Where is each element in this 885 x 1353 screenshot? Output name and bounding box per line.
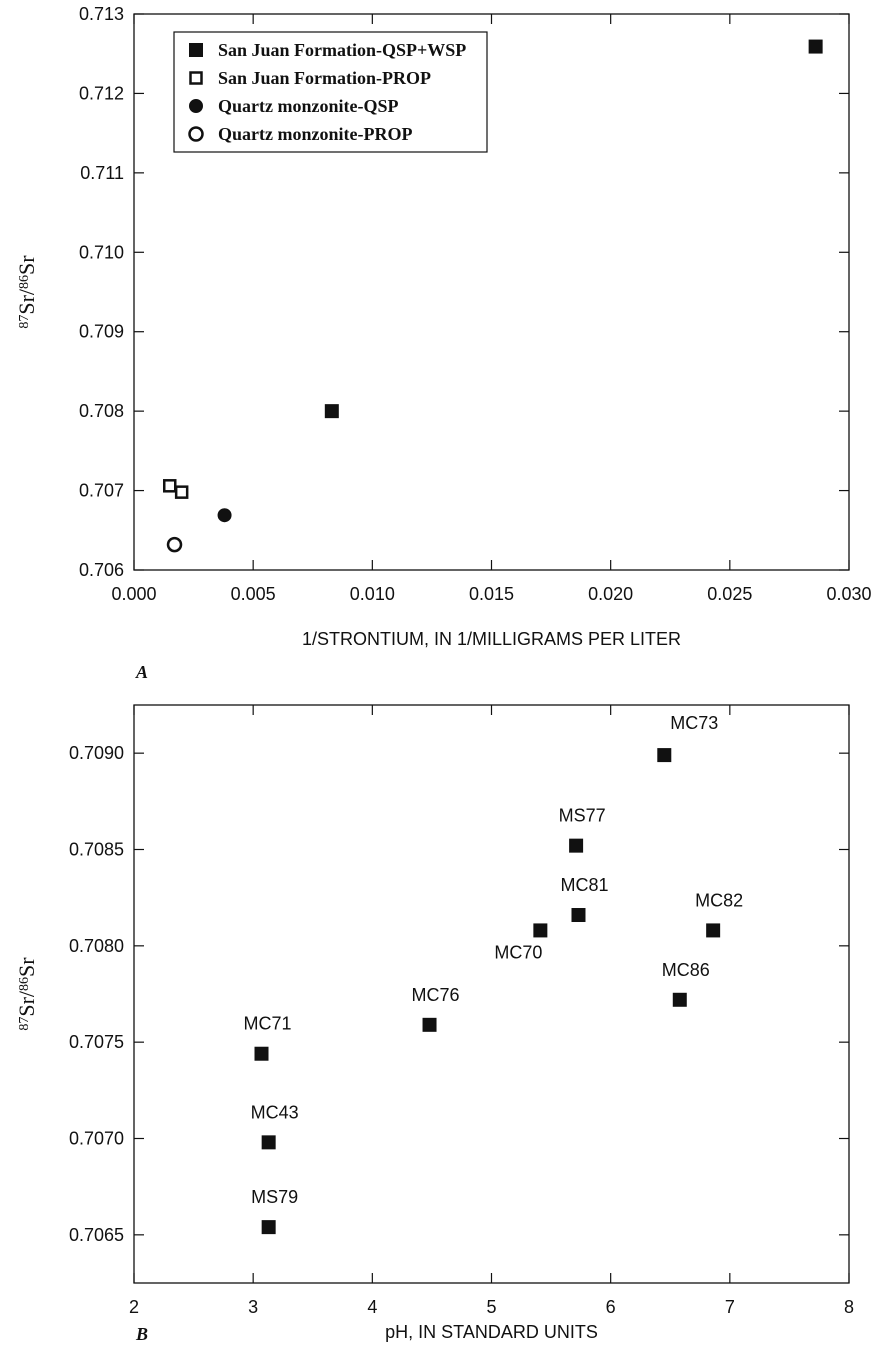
point (166, 536, 183, 553)
point (261, 1135, 276, 1150)
legend-label: Quartz monzonite-PROP (218, 124, 412, 144)
y-tick-label: 0.710 (79, 242, 124, 262)
point-label: MC73 (670, 713, 718, 733)
x-tick-label: 0.030 (826, 584, 871, 604)
point (261, 1220, 276, 1235)
x-tick-label: 0.015 (469, 584, 514, 604)
point-label: MC70 (494, 942, 542, 962)
y-tick-label: 0.7085 (69, 840, 124, 860)
x-tick-label: 2 (129, 1297, 139, 1317)
point-label: MC76 (412, 985, 460, 1005)
point-label: MC86 (662, 960, 710, 980)
point (422, 1017, 437, 1032)
panel-letter: B (135, 1324, 148, 1344)
y-tick-label: 0.707 (79, 481, 124, 501)
y-tick-label: 0.7070 (69, 1129, 124, 1149)
y-tick-label: 0.712 (79, 83, 124, 103)
x-axis-label: 1/STRONTIUM, IN 1/MILLIGRAMS PER LITER (302, 629, 681, 649)
point (706, 923, 721, 938)
y-axis-label-part: 86 (17, 977, 32, 991)
x-tick-label: 0.020 (588, 584, 633, 604)
y-tick-label: 0.7075 (69, 1032, 124, 1052)
y-tick-label: 0.7090 (69, 743, 124, 763)
point-label: MS77 (559, 806, 606, 826)
point (254, 1046, 269, 1061)
legend-label: San Juan Formation-QSP+WSP (218, 40, 466, 60)
y-axis-label-part: 86 (17, 275, 32, 289)
point (533, 923, 548, 938)
y-axis-label-part: Sr/ (14, 990, 39, 1017)
legend-marker (189, 71, 203, 85)
point (163, 479, 177, 493)
y-axis-label-part: 87 (17, 1017, 32, 1031)
point-label: MS79 (251, 1187, 298, 1207)
point-label: MC81 (560, 875, 608, 895)
x-axis-label: pH, IN STANDARD UNITS (385, 1322, 598, 1342)
point (808, 39, 823, 54)
point (672, 992, 687, 1007)
x-tick-label: 0.025 (707, 584, 752, 604)
legend-marker (189, 99, 203, 113)
y-axis-label-part: 87 (17, 315, 32, 329)
legend-box (173, 31, 488, 153)
y-tick-label: 0.7080 (69, 936, 124, 956)
y-tick-label: 0.706 (79, 560, 124, 580)
x-tick-label: 4 (367, 1297, 377, 1317)
point-label: MC82 (695, 890, 743, 910)
point (217, 508, 232, 523)
y-axis-label-part: Sr (14, 957, 39, 977)
point (569, 838, 584, 853)
y-tick-label: 0.708 (79, 401, 124, 421)
y-axis-label: 87Sr/86Sr (14, 255, 39, 329)
panel-letter: A (135, 662, 148, 682)
point (657, 748, 672, 763)
x-tick-label: 3 (248, 1297, 258, 1317)
y-axis-label-part: Sr (14, 255, 39, 275)
x-tick-label: 7 (725, 1297, 735, 1317)
y-axis-label: 87Sr/86Sr (14, 957, 39, 1031)
y-tick-label: 0.711 (80, 163, 124, 183)
legend-marker (189, 43, 203, 57)
legend-marker (188, 126, 204, 142)
legend-label: Quartz monzonite-QSP (218, 96, 398, 116)
x-tick-label: 0.010 (350, 584, 395, 604)
point (571, 908, 586, 923)
point (324, 404, 339, 419)
y-tick-label: 0.709 (79, 322, 124, 342)
point-label: MC71 (244, 1014, 292, 1034)
x-tick-label: 0.000 (111, 584, 156, 604)
plot-frame (133, 704, 850, 1284)
y-tick-label: 0.7065 (69, 1225, 124, 1245)
x-tick-label: 0.005 (231, 584, 276, 604)
x-tick-label: 5 (486, 1297, 496, 1317)
x-tick-label: 6 (606, 1297, 616, 1317)
point-label: MC43 (251, 1102, 299, 1122)
point (174, 485, 189, 499)
y-axis-label-part: Sr/ (14, 288, 39, 315)
legend-label: San Juan Formation-PROP (218, 68, 431, 88)
y-tick-label: 0.713 (79, 4, 124, 24)
x-tick-label: 8 (844, 1297, 854, 1317)
